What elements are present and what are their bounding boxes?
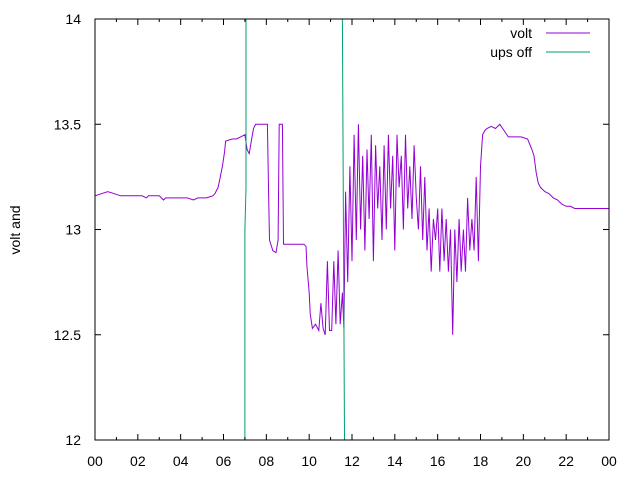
x-tick-label: 14 (387, 453, 403, 469)
x-tick-label: 22 (558, 453, 574, 469)
axes-layer: 00 02 04 06 08 10 12 14 16 18 20 22 00 12 12.5 13 13.5 14 (54, 11, 617, 469)
x-tick-label: 12 (344, 453, 360, 469)
series-line-volt (94, 123, 609, 335)
y-tick-label: 13 (65, 222, 81, 238)
x-tick-label: 04 (173, 453, 189, 469)
y-tick-label: 12.5 (54, 327, 81, 343)
x-tick-label: 18 (473, 453, 489, 469)
x-tick-label: 00 (87, 453, 103, 469)
series-layer (94, 18, 609, 441)
x-tick-label: 10 (301, 453, 317, 469)
y-tick-label: 14 (65, 11, 81, 27)
y-tick-label: 13.5 (54, 116, 81, 132)
x-tick-label: 06 (216, 453, 232, 469)
legend-label: volt (510, 25, 532, 41)
x-tick-label: 16 (430, 453, 446, 469)
plot-frame (94, 18, 610, 441)
series-line-ups-off (244, 18, 345, 441)
y-axis-label: volt and (7, 205, 23, 254)
x-tick-label: 00 (601, 453, 617, 469)
y-tick-label: 12 (65, 432, 81, 448)
x-tick-label: 02 (130, 453, 146, 469)
legend: volt ups off (490, 25, 590, 60)
x-tick-label: 20 (516, 453, 532, 469)
legend-label: ups off (490, 44, 532, 60)
x-tick-label: 08 (259, 453, 275, 469)
